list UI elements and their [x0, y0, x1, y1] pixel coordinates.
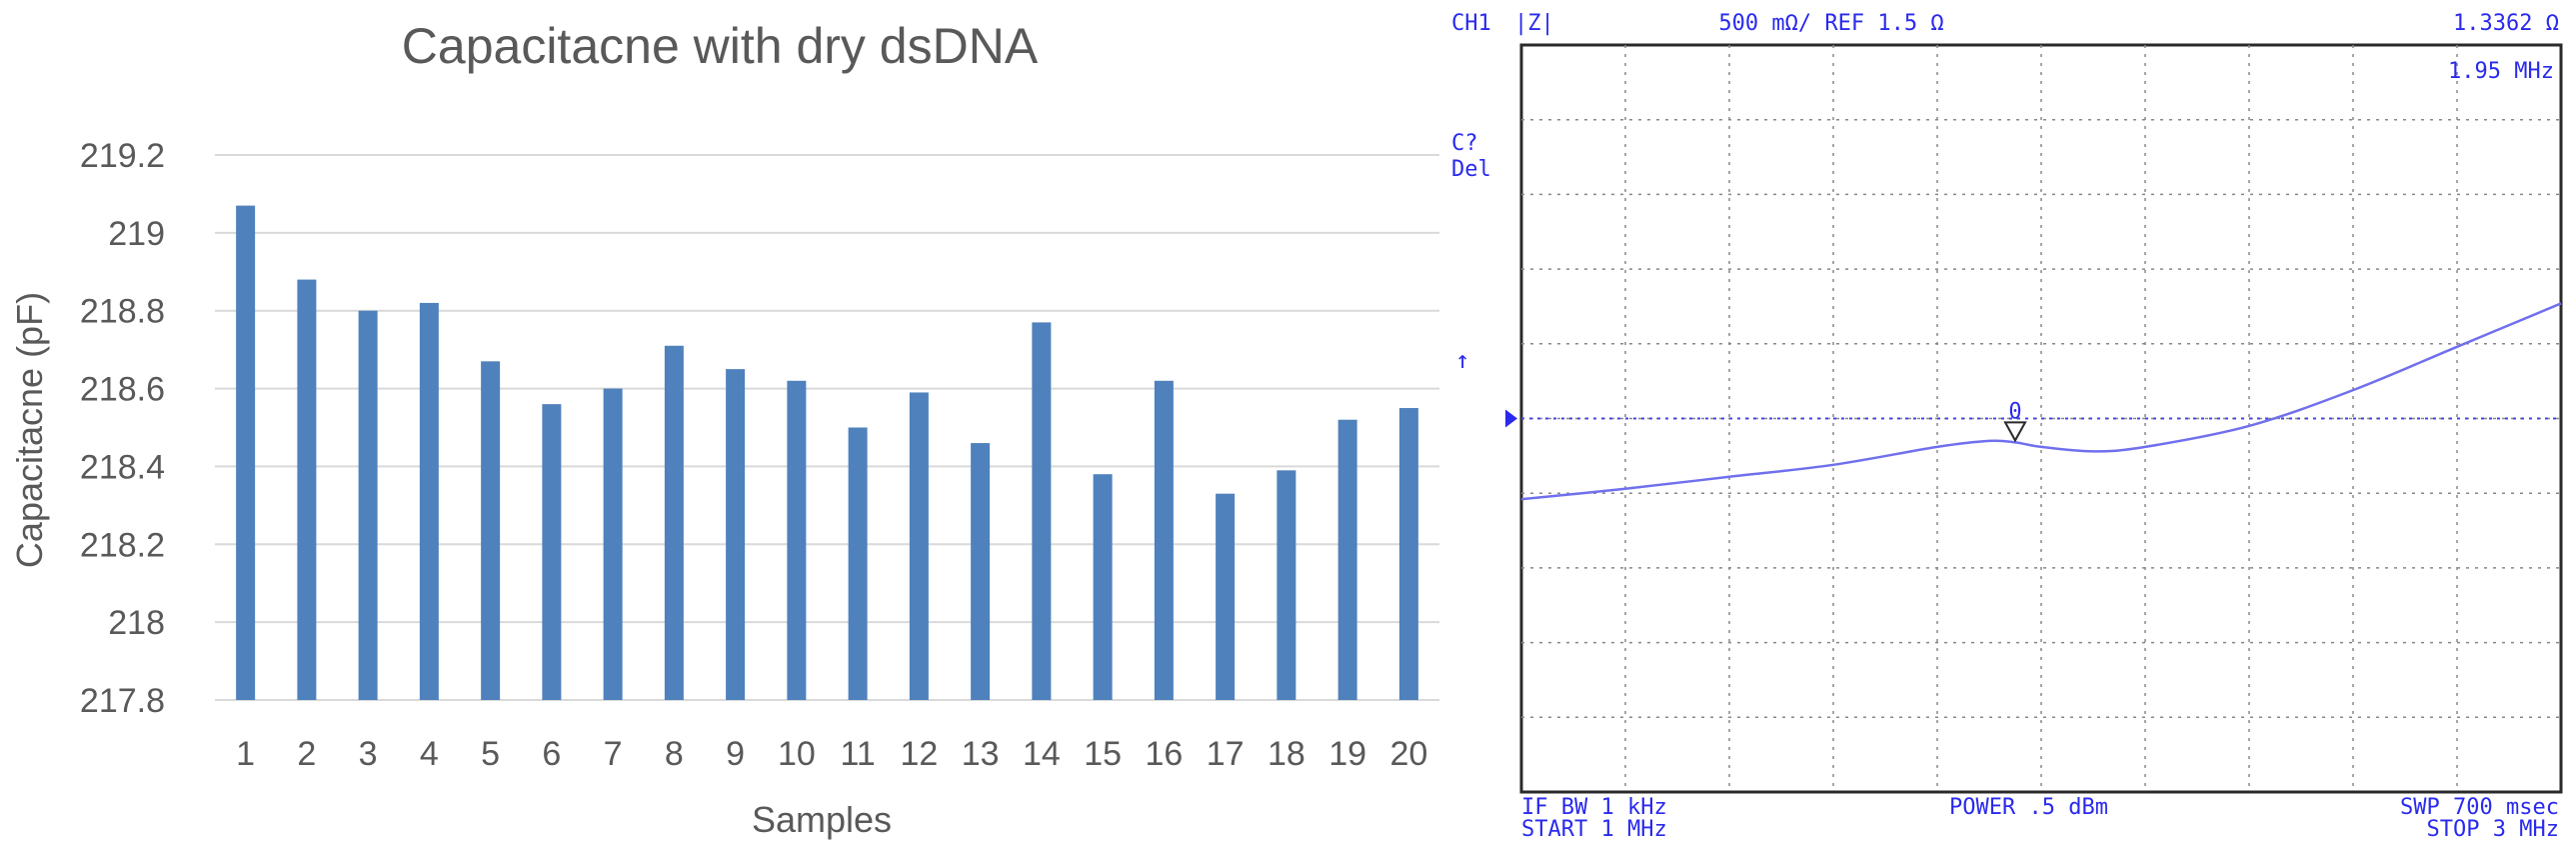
y-tick-label: 219 [108, 215, 165, 253]
param-label: |Z| [1514, 11, 1554, 36]
y-tick-label: 218.6 [80, 371, 165, 409]
bar [726, 369, 746, 700]
y-tick-label: 218.2 [80, 526, 165, 564]
reference-arrow-icon [1505, 409, 1517, 428]
bar [664, 345, 684, 700]
bar [1216, 493, 1236, 700]
bar [481, 361, 501, 700]
network-analyzer-display: CH1 |Z| 500 mΩ/ REF 1.5 Ω 1.3362 Ω ↑ 1.9… [1451, 11, 2563, 842]
x-tick-label: 9 [726, 735, 745, 773]
x-tick-label: 16 [1145, 735, 1183, 773]
bar [971, 443, 991, 700]
x-tick-label: 20 [1389, 735, 1427, 773]
bar [909, 392, 929, 700]
marker-number: 0 [2008, 399, 2021, 424]
bar [419, 302, 439, 700]
bar [1154, 380, 1174, 700]
x-tick-label: 3 [359, 735, 378, 773]
x-tick-label: 11 [840, 735, 875, 773]
x-tick-label: 5 [481, 735, 500, 773]
x-tick-label: 12 [900, 735, 938, 773]
y-tick-label: 218.8 [80, 293, 165, 331]
swp-label: SWP 700 msec [2400, 795, 2559, 820]
x-tick-label: 19 [1328, 735, 1366, 773]
bar [236, 205, 256, 700]
marker-freq: 1.95 MHz [2448, 59, 2554, 84]
y-tick-label: 219.2 [80, 137, 165, 175]
x-tick-label: 2 [297, 735, 316, 773]
if-bw-label: IF BW 1 kHz [1521, 795, 1667, 820]
marker-value: 1.3362 Ω [2453, 11, 2559, 36]
power-label: POWER .5 dBm [1949, 795, 2108, 820]
scale-label: 500 mΩ/ REF 1.5 Ω [1718, 11, 1943, 36]
side-label-c: C? [1451, 131, 1478, 156]
bar [297, 279, 317, 700]
x-tick-label: 6 [542, 735, 561, 773]
y-tick-label: 218 [108, 604, 165, 642]
x-tick-label: 10 [778, 735, 816, 773]
bar [1032, 322, 1052, 700]
x-tick-label: 8 [665, 735, 684, 773]
x-tick-label: 15 [1084, 735, 1122, 773]
x-tick-label: 14 [1023, 735, 1061, 773]
up-arrow-icon: ↑ [1455, 346, 1469, 374]
side-label-del: Del [1451, 157, 1491, 182]
x-axis-label: Samples [752, 799, 892, 840]
x-tick-label: 18 [1268, 735, 1305, 773]
start-label: START 1 MHz [1521, 817, 1667, 842]
chart-title: Capacitacne with dry dsDNA [402, 18, 1039, 74]
stop-label: STOP 3 MHz [2427, 817, 2559, 842]
bar [1398, 408, 1418, 700]
marker-triangle-icon [2003, 421, 2027, 443]
x-tick-label: 4 [420, 735, 439, 773]
bar [1337, 419, 1357, 700]
bar [787, 380, 807, 700]
bar [603, 388, 623, 700]
x-tick-label: 1 [236, 735, 255, 773]
bar [542, 404, 562, 700]
bar [1277, 470, 1296, 700]
x-tick-label: 17 [1207, 735, 1245, 773]
x-tick-label: 13 [962, 735, 1000, 773]
channel-label: CH1 [1451, 11, 1491, 36]
y-axis-label: Capacitacne (pF) [9, 292, 50, 568]
bar-chart: Capacitacne with dry dsDNA Capacitacne (… [9, 18, 1439, 840]
bar [1093, 474, 1113, 700]
x-tick-label: 7 [604, 735, 623, 773]
y-tick-label: 218.4 [80, 448, 165, 486]
y-tick-label: 217.8 [80, 682, 165, 720]
bar [358, 310, 378, 700]
bar [848, 427, 868, 700]
impedance-trace [1520, 302, 2562, 501]
